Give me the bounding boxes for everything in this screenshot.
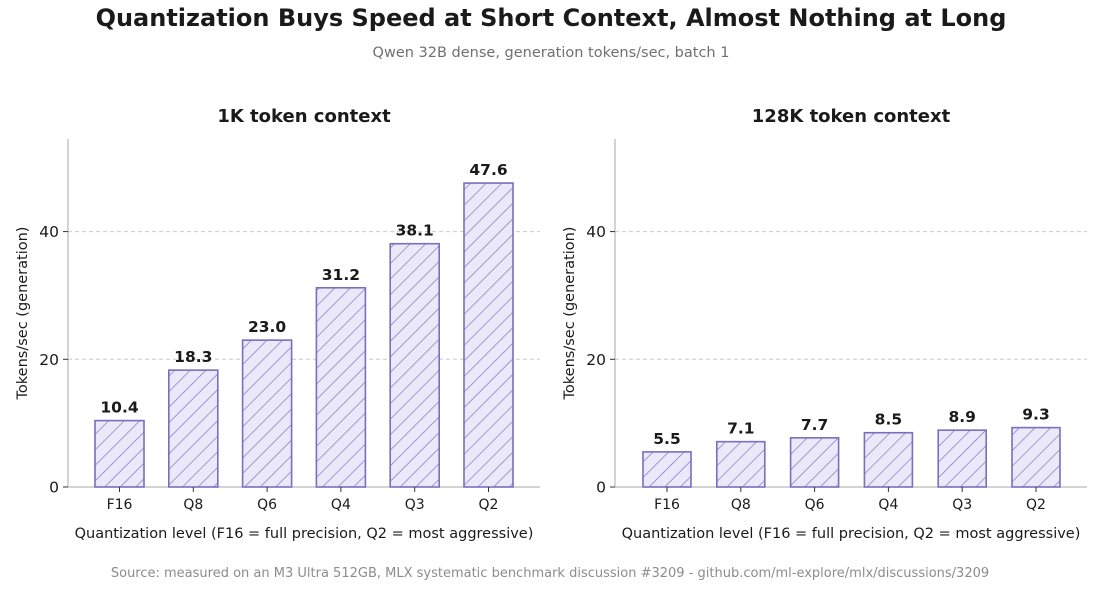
x-tick-label: Q8 (183, 497, 203, 513)
chart-panel-2: 0 20 40 F16 5.5 Q8 7.1 Q6 7.7 Q4 8.5 Q3 8.9 Q2 9.3 128K… (562, 106, 1087, 542)
y-tick-label: 20 (586, 351, 606, 369)
x-tick-label: Q4 (878, 497, 898, 513)
x-tick-label: Q6 (805, 497, 825, 513)
x-tick-label: F16 (107, 497, 133, 513)
y-tick-label: 0 (49, 479, 59, 497)
bar (463, 182, 514, 488)
x-tick-label: Q8 (731, 497, 751, 513)
y-axis-label: Tokens/sec (generation) (15, 227, 31, 401)
bar (937, 429, 988, 488)
data-label: 7.7 (801, 416, 828, 434)
bar (389, 242, 441, 488)
panel-title: 128K token context (752, 106, 951, 127)
x-tick-label: Q6 (257, 497, 277, 513)
data-label: 8.9 (948, 408, 975, 426)
data-label: 23.0 (248, 318, 286, 336)
chart-title: Quantization Buys Speed at Short Context… (95, 4, 1007, 32)
data-label: 8.5 (875, 411, 902, 429)
y-tick-label: 0 (596, 479, 606, 497)
x-tick-label: Q3 (952, 497, 972, 513)
x-tick-label: F16 (654, 497, 680, 513)
bar (94, 419, 145, 488)
bar (642, 451, 692, 488)
data-label: 18.3 (174, 348, 212, 366)
bar (315, 286, 367, 488)
y-tick-label: 40 (586, 223, 606, 241)
bar (863, 431, 914, 488)
data-label: 31.2 (322, 266, 360, 284)
x-tick-label: Q2 (1026, 497, 1046, 513)
bar (715, 440, 766, 488)
chart-panel-1: 0 20 40 F16 10.4 Q8 18.3 Q6 23.0 Q4 31.2 Q3 38.1 Q2 47… (15, 106, 540, 542)
y-tick-label: 40 (39, 223, 59, 241)
bar (241, 339, 293, 488)
x-tick-label: Q2 (479, 497, 499, 513)
y-axis-label: Tokens/sec (generation) (562, 227, 578, 401)
data-label: 5.5 (653, 430, 680, 448)
source-note: Source: measured on an M3 Ultra 512GB, M… (110, 566, 990, 581)
bar (168, 369, 219, 488)
data-label: 10.4 (100, 399, 138, 417)
x-tick-label: Q4 (331, 497, 351, 513)
data-label: 9.3 (1022, 406, 1049, 424)
bar (789, 437, 840, 488)
x-axis-label: Quantization level (F16 = full precision… (75, 526, 534, 542)
data-label: 38.1 (396, 222, 434, 240)
panel-title: 1K token context (217, 106, 391, 127)
x-axis-label: Quantization level (F16 = full precision… (622, 526, 1081, 542)
y-tick-label: 20 (39, 351, 59, 369)
x-tick-label: Q3 (405, 497, 425, 513)
chart-subtitle: Qwen 32B dense, generation tokens/sec, b… (372, 45, 730, 61)
data-label: 47.6 (469, 161, 507, 179)
bar (1011, 426, 1061, 488)
data-label: 7.1 (727, 420, 754, 438)
